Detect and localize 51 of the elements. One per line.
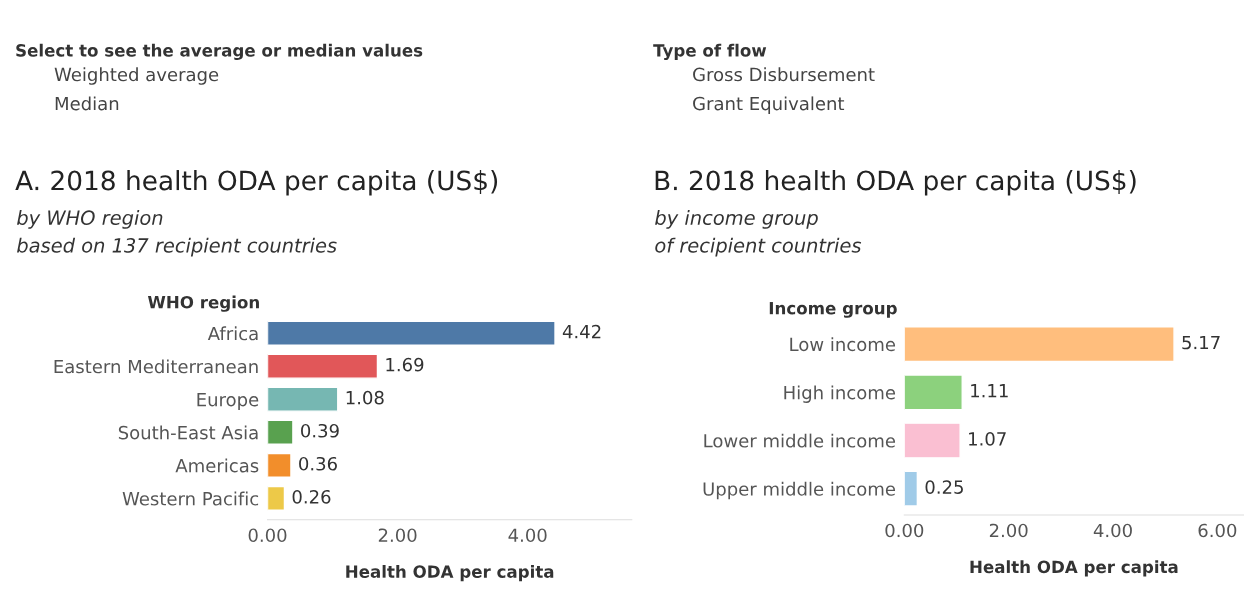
y-tick-label: Europe xyxy=(197,392,259,410)
data-label: 5.17 xyxy=(1182,335,1220,350)
y-tick-label: High income xyxy=(784,385,896,403)
x-tick-label: 4.00 xyxy=(1093,523,1132,538)
bar xyxy=(267,485,286,511)
x-axis-title: Health ODA per capita xyxy=(346,565,554,582)
data-label: 0.26 xyxy=(292,489,331,504)
data-label: 0.25 xyxy=(925,480,963,494)
chart-title: B. 2018 health ODA per capita (US$) xyxy=(655,170,1136,196)
bar xyxy=(267,452,292,478)
y-tick-label: Africa xyxy=(207,326,258,341)
y-tick-label: Americas xyxy=(175,458,259,473)
y-tick-label: Upper middle income xyxy=(703,481,896,500)
data-label: 1.11 xyxy=(971,384,1008,398)
x-tick-label: 2.00 xyxy=(378,528,417,543)
data-label: 0.36 xyxy=(299,456,337,471)
data-label: 4.42 xyxy=(562,324,601,339)
bar xyxy=(904,326,1175,363)
bar xyxy=(904,422,961,459)
y-axis-title: WHO region xyxy=(147,295,259,312)
bar xyxy=(267,353,379,379)
bar xyxy=(267,320,556,346)
x-tick-label: 6.00 xyxy=(1198,523,1237,538)
text: Select to see the average or median values xyxy=(16,43,423,61)
text: Type of flow xyxy=(653,43,767,61)
y-tick-label: South-East Asia xyxy=(118,425,258,440)
bar xyxy=(267,419,294,445)
text: Gross Disbursement xyxy=(693,67,875,82)
text: Median xyxy=(55,96,119,111)
y-tick-label: Western Pacific xyxy=(122,491,259,506)
y-tick-label: Lower middle income xyxy=(704,433,896,448)
y-tick-label: Eastern Mediterranean xyxy=(54,359,258,374)
data-label: 1.69 xyxy=(386,357,424,372)
bar xyxy=(267,386,339,412)
chart-subtitle: by WHO region based on 137 recipient countries xyxy=(17,209,337,257)
data-label: 1.08 xyxy=(346,390,384,405)
x-tick-label: 0.00 xyxy=(885,523,924,538)
text: Grant Equivalent xyxy=(693,96,845,114)
chart-title: A. 2018 health ODA per capita (US$) xyxy=(15,170,498,196)
x-tick-label: 4.00 xyxy=(508,528,547,543)
chart-subtitle: by income group of recipient countries xyxy=(655,209,862,257)
y-tick-label: Low income xyxy=(790,337,896,352)
x-axis-title: Health ODA per capita xyxy=(970,560,1178,577)
bar xyxy=(904,470,919,507)
data-label: 1.07 xyxy=(969,432,1006,446)
bar xyxy=(904,374,963,411)
x-tick-label: 0.00 xyxy=(248,528,287,543)
x-tick-label: 2.00 xyxy=(989,523,1028,538)
y-axis-title: Income group xyxy=(769,302,897,318)
data-label: 0.39 xyxy=(301,423,339,438)
text: Weighted average xyxy=(54,67,219,85)
